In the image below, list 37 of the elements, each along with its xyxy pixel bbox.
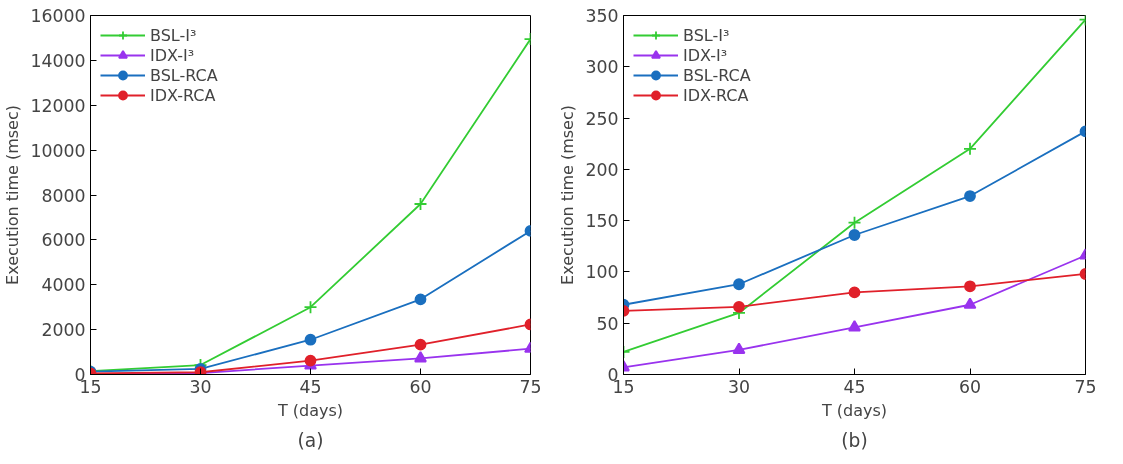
text: (b) bbox=[841, 429, 868, 451]
y-tick-label: 300 bbox=[585, 57, 619, 78]
x-tick-label: 60 bbox=[409, 376, 432, 397]
y-tick-label: 4000 bbox=[41, 275, 86, 296]
y-tick-label: 8000 bbox=[41, 185, 86, 206]
y-axis-title: Execution time (msec) bbox=[558, 105, 578, 285]
legend-label: BSL-RCA bbox=[150, 65, 218, 85]
y-tick-label: 150 bbox=[585, 211, 619, 232]
legend-label: IDX-RCA bbox=[150, 85, 216, 105]
x-tick-label: 45 bbox=[299, 376, 322, 397]
x-tick-label: 30 bbox=[189, 376, 212, 397]
y-tick-label: 250 bbox=[585, 108, 619, 129]
legend-label: IDX-RCA bbox=[683, 85, 749, 105]
x-tick-label: 75 bbox=[519, 376, 542, 397]
legend-label: BSL-RCA bbox=[683, 65, 751, 85]
text: (a) bbox=[297, 429, 324, 451]
y-tick-label: 16000 bbox=[30, 6, 86, 26]
y-tick-label: 14000 bbox=[30, 50, 86, 71]
y-axis-title: Execution time (msec) bbox=[3, 105, 23, 285]
y-tick-label: 200 bbox=[585, 159, 619, 180]
y-tick-label: 350 bbox=[585, 6, 619, 26]
legend-label: IDX-I³ bbox=[150, 45, 195, 65]
x-tick-label: 45 bbox=[843, 376, 866, 397]
x-tick-label: 75 bbox=[1074, 376, 1097, 397]
y-tick-label: 50 bbox=[596, 313, 619, 334]
legend-label: BSL-I³ bbox=[683, 25, 730, 45]
x-tick-label: 30 bbox=[727, 376, 751, 397]
legend-label: BSL-I³ bbox=[150, 25, 197, 45]
y-tick-label: 6000 bbox=[41, 230, 86, 251]
y-tick-label: 100 bbox=[585, 262, 619, 283]
legend-label: IDX-I³ bbox=[683, 45, 728, 65]
x-axis-title: T (days) bbox=[276, 400, 344, 420]
y-tick-label: 12000 bbox=[30, 95, 86, 116]
y-tick-label: 2000 bbox=[41, 320, 86, 341]
x-tick-label: 60 bbox=[958, 376, 982, 397]
y-tick-label: 10000 bbox=[30, 140, 86, 161]
x-axis-title: T (days) bbox=[820, 400, 888, 420]
